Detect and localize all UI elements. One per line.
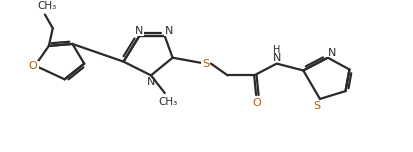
Text: S: S <box>313 101 320 111</box>
FancyBboxPatch shape <box>311 101 321 110</box>
Text: O: O <box>252 98 261 108</box>
FancyBboxPatch shape <box>267 53 285 63</box>
Text: CH₃: CH₃ <box>158 97 177 107</box>
Text: O: O <box>28 60 38 71</box>
Text: CH₃: CH₃ <box>37 1 56 11</box>
Text: N: N <box>147 77 155 87</box>
FancyBboxPatch shape <box>271 45 281 54</box>
FancyBboxPatch shape <box>134 27 144 36</box>
FancyBboxPatch shape <box>146 78 156 87</box>
FancyBboxPatch shape <box>157 97 178 106</box>
FancyBboxPatch shape <box>326 48 336 57</box>
Text: N: N <box>135 26 143 36</box>
Text: S: S <box>202 59 209 69</box>
FancyBboxPatch shape <box>164 27 173 36</box>
Text: N: N <box>272 53 280 63</box>
Text: N: N <box>164 26 173 36</box>
FancyBboxPatch shape <box>35 2 55 11</box>
FancyBboxPatch shape <box>27 61 39 71</box>
FancyBboxPatch shape <box>201 59 210 69</box>
Text: H: H <box>273 45 280 55</box>
FancyBboxPatch shape <box>251 98 262 107</box>
Text: N: N <box>327 48 335 58</box>
